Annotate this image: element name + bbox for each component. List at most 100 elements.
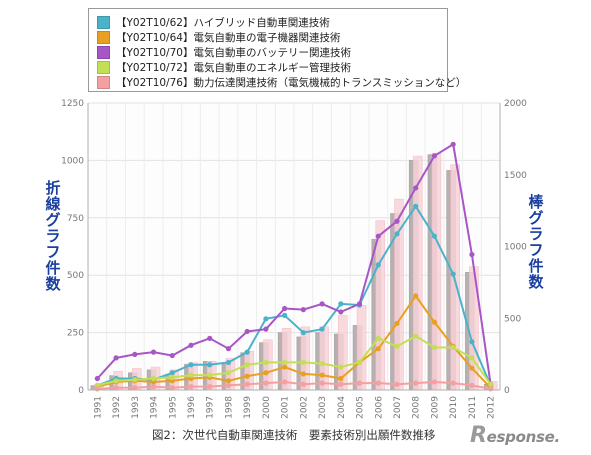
data-point	[413, 185, 419, 191]
logo-initial: R	[470, 423, 487, 448]
data-point	[150, 375, 157, 382]
data-point	[225, 382, 232, 389]
data-point	[132, 377, 138, 383]
left-tick-label: 0	[78, 386, 84, 396]
data-point	[225, 378, 232, 384]
data-point	[300, 330, 306, 336]
bar	[319, 326, 329, 391]
data-point	[113, 378, 119, 384]
left-axis-label: 折線グラフ件数	[45, 179, 61, 293]
data-point	[188, 362, 194, 368]
data-point	[431, 379, 438, 385]
data-point	[469, 365, 475, 371]
x-tick-label: 2006	[374, 396, 384, 419]
data-point	[207, 383, 213, 390]
data-point	[319, 301, 325, 307]
x-tick-label: 1998	[224, 396, 234, 419]
data-point	[169, 385, 175, 391]
legend: 【Y02T10/62】ハイブリッド自動車関連技術 【Y02T10/64】電気自動…	[88, 8, 466, 92]
data-point	[263, 359, 269, 366]
data-point	[431, 319, 438, 325]
data-point	[488, 381, 494, 387]
data-point	[150, 349, 157, 355]
data-point	[338, 301, 344, 307]
data-point	[394, 231, 400, 237]
data-point	[356, 380, 363, 386]
data-point	[450, 344, 456, 351]
data-point	[282, 364, 288, 370]
data-point	[113, 355, 119, 361]
legend-label: 【Y02T10/70】電気自動車のバッテリー関連技術	[116, 46, 351, 59]
data-point	[132, 385, 138, 391]
legend-swatch	[97, 15, 110, 29]
data-point	[469, 382, 475, 389]
data-point	[263, 370, 269, 376]
data-point	[413, 380, 419, 386]
series-line	[96, 142, 492, 385]
x-tick-label: 1993	[131, 396, 141, 419]
x-tick-label: 2001	[281, 396, 291, 419]
figure-caption: 図2：次世代自動車関連技術 要素技術別出願件数推移	[152, 428, 436, 442]
data-point	[225, 359, 232, 366]
legend-swatch	[97, 30, 110, 44]
legend-item: 【Y02T10/72】電気自動車のエネルギー管理技術	[97, 60, 351, 74]
data-point	[413, 293, 419, 299]
x-tick-label: 1991	[93, 396, 103, 419]
left-tick-label: 1000	[61, 156, 84, 166]
x-tick-label: 1992	[112, 396, 122, 419]
data-point	[394, 218, 400, 224]
data-point	[375, 380, 381, 386]
data-point	[244, 328, 250, 335]
data-point	[450, 380, 456, 386]
data-point	[169, 374, 175, 380]
data-point	[319, 372, 325, 378]
data-point	[244, 373, 250, 379]
bar	[356, 305, 367, 391]
legend-item: 【Y02T10/64】電気自動車の電子機器関連技術	[97, 30, 340, 44]
data-point	[450, 141, 456, 147]
data-point	[207, 372, 213, 378]
data-point	[319, 360, 325, 367]
data-point	[413, 333, 419, 339]
x-tick-label: 1994	[150, 396, 160, 419]
right-tick-label: 0	[504, 386, 510, 396]
x-tick-label: 2003	[318, 396, 328, 419]
left-tick-label: 750	[67, 214, 84, 224]
left-tick-label: 500	[67, 271, 84, 281]
x-tick-label: 2004	[337, 396, 347, 419]
x-tick-label: 2009	[430, 396, 440, 419]
data-point	[300, 307, 306, 313]
x-tick-label: 2008	[412, 396, 422, 419]
data-point	[375, 262, 381, 268]
x-tick-label: 2005	[356, 396, 366, 419]
legend-swatch	[97, 60, 110, 74]
right-tick-label: 2000	[504, 99, 527, 109]
data-point	[450, 271, 456, 277]
response-logo: Response.	[470, 423, 560, 448]
x-tick-label: 1997	[206, 396, 216, 419]
data-point	[188, 342, 194, 348]
data-point	[431, 153, 438, 159]
legend-item: 【Y02T10/62】ハイブリッド自動車関連技術	[97, 15, 330, 29]
data-point	[225, 346, 232, 352]
data-point	[319, 380, 325, 386]
data-point	[375, 233, 381, 239]
data-point	[282, 359, 288, 366]
x-tick-label: 1995	[168, 396, 178, 419]
x-tick-label: 2012	[487, 396, 497, 419]
data-point	[394, 381, 400, 387]
series-line	[97, 380, 491, 390]
series-line	[97, 204, 492, 387]
data-point	[469, 251, 475, 258]
right-tick-label: 500	[504, 314, 521, 324]
right-tick-label: 1500	[504, 171, 527, 181]
x-tick-label: 1999	[243, 396, 253, 419]
data-point	[244, 381, 250, 387]
data-point	[356, 359, 363, 366]
series-line	[97, 294, 492, 389]
data-point	[207, 362, 213, 368]
data-point	[188, 372, 194, 378]
data-point	[319, 326, 325, 332]
